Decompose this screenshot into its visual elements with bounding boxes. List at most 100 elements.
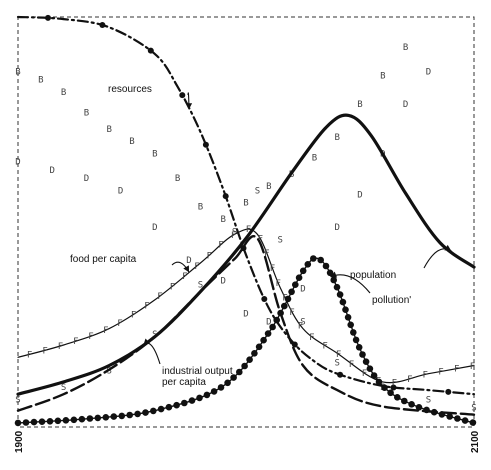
pollution-dot-19 (165, 403, 173, 411)
food-per-capita-annotation: food per capita (70, 254, 137, 265)
pollution-dot-34 (260, 336, 267, 344)
resources-dot-8 (291, 341, 298, 348)
pollution-dot-0 (14, 419, 22, 427)
food-per-capita-tick-20: F (275, 279, 280, 289)
services-per-capita-marker-6: S (255, 186, 260, 196)
birth-rate-marker-0: B (15, 67, 20, 77)
population-annotation-arrowhead (444, 244, 452, 251)
birth-rate-marker-6: B (152, 149, 157, 159)
pollution-dot-46 (310, 255, 317, 262)
birth-rate-marker-4: B (106, 125, 111, 135)
pollution-dot-72 (430, 408, 438, 416)
resources-annotation-arrowhead (185, 103, 193, 110)
pollution-dot-74 (446, 413, 454, 420)
death-rate-marker-6: D (220, 277, 225, 287)
pollution-dot-18 (157, 405, 165, 413)
pollution-dot-23 (196, 394, 203, 402)
birth-rate-marker-9: B (220, 215, 225, 225)
pollution-dot-54 (342, 306, 349, 314)
food-per-capita-tick-22: F (289, 308, 294, 318)
industrial-output-per-capita-line (16, 235, 476, 416)
death-rate-marker-4: D (152, 223, 157, 233)
pollution-dot-1 (22, 419, 30, 426)
resources-dot-0 (45, 14, 51, 21)
food-per-capita-tick-33: F (438, 368, 443, 378)
pollution-dot-26 (217, 384, 225, 391)
death-rate-marker-8: D (266, 318, 271, 328)
x-axis-end-label: 2100 (470, 430, 481, 453)
population-annotation-arrow (423, 248, 452, 269)
industrial-output-per-capita-annotation-arrowhead (143, 338, 150, 345)
food-per-capita-tick-1: F (42, 346, 47, 356)
food-per-capita-tick-4: F (88, 332, 93, 342)
pollution-annotation: pollution' (372, 295, 411, 306)
death-rate-marker-5: D (186, 256, 191, 266)
food-per-capita-tick-3: F (73, 337, 78, 347)
food-per-capita-tick-14: F (218, 241, 223, 251)
resources-line (16, 15, 476, 396)
food-per-capita-tick-16: F (246, 225, 251, 235)
pollution-dot-24 (203, 391, 211, 399)
pollution-dot-67 (394, 394, 401, 401)
pollution-dot-64 (375, 378, 383, 386)
pollution-dot-27 (224, 379, 231, 387)
pollution-dot-38 (277, 309, 284, 317)
pollution-dot-4 (46, 418, 54, 425)
pollution-dot-13 (118, 412, 126, 420)
pollution-dot-65 (381, 384, 388, 392)
population-line (16, 113, 476, 396)
pollution-dot-5 (54, 417, 62, 425)
birth-rate-marker-17: B (403, 43, 408, 53)
death-rate-marker-7: D (243, 309, 248, 319)
services-per-capita-marker-8: S (300, 318, 305, 328)
food-per-capita-tick-6: F (117, 319, 122, 329)
death-rate-marker-11: D (357, 190, 362, 200)
pollution-dot-43 (295, 274, 303, 282)
resources-annotation: resources (108, 84, 152, 95)
food-per-capita-tick-26: F (336, 350, 341, 360)
pollution-annotation-arrowhead (330, 271, 338, 278)
pollution-dot-44 (299, 267, 307, 275)
services-per-capita-marker-2: S (106, 367, 111, 377)
services-per-capita-marker-12: S (471, 404, 476, 414)
pollution-dot-30 (241, 362, 248, 370)
services-per-capita-marker-7: S (277, 236, 282, 246)
food-per-capita-tick-27: F (349, 360, 354, 370)
services-per-capita-marker-1: S (61, 383, 66, 393)
food-per-capita-annotation-arrowhead (183, 265, 189, 273)
pollution-dot-68 (401, 397, 408, 405)
population-annotation: population (350, 270, 396, 281)
food-per-capita-tick-34: F (454, 365, 459, 375)
death-rate-marker-0: D (15, 158, 20, 168)
food-per-capita-tick-28: F (362, 369, 367, 379)
birth-rate-marker-14: B (334, 133, 339, 143)
birth-rate-marker-2: B (61, 88, 66, 98)
food-per-capita-tick-18: F (264, 249, 269, 259)
x-axis-start-label: 1900 (14, 430, 25, 453)
food-per-capita-tick-24: F (309, 333, 314, 343)
resources-dot-4 (202, 141, 209, 148)
food-per-capita-tick-15: F (231, 231, 236, 241)
resources-dot-5 (222, 193, 229, 200)
resources-dot-2 (147, 47, 154, 54)
services-per-capita-marker-11: S (426, 395, 431, 405)
pollution-dot-41 (288, 288, 295, 296)
death-rate-marker-3: D (118, 186, 123, 196)
pollution-dot-62 (366, 365, 374, 373)
death-rate-marker-2: D (84, 174, 89, 184)
pollution-dot-57 (350, 329, 357, 336)
pollution-dot-48 (322, 262, 330, 270)
pollution-dot-53 (339, 298, 347, 306)
food-per-capita-tick-9: F (157, 292, 162, 302)
pollution-dot-76 (461, 417, 469, 424)
pollution-dot-60 (359, 351, 366, 358)
pollution-dot-37 (273, 316, 281, 324)
food-per-capita-tick-2: F (58, 342, 63, 352)
death-rate-marker-1: D (49, 166, 54, 176)
pollution-dot-77 (469, 419, 477, 426)
resources-dot-3 (179, 92, 186, 99)
pollution-dot-3 (38, 418, 46, 426)
pollution-dot-11 (102, 414, 110, 421)
services-per-capita-marker-4: S (198, 281, 203, 291)
